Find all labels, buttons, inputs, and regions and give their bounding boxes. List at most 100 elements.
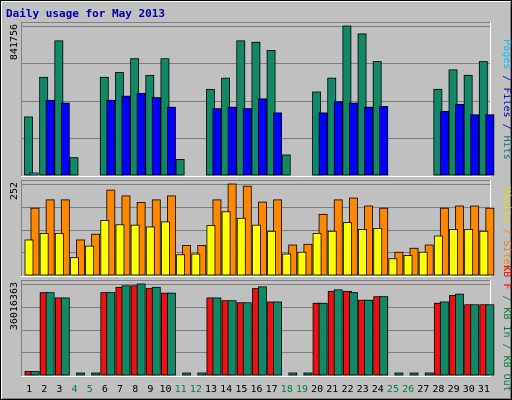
bar-mid-visits [70, 257, 79, 276]
bar-bot-kb-out [333, 289, 343, 376]
bar-bot-kb-out [60, 297, 70, 376]
bar-top-files [167, 106, 176, 176]
bar-mid-visits [403, 255, 413, 276]
x-tick-label: 1 [26, 384, 32, 395]
x-tick-label: 7 [117, 384, 123, 395]
bar-bot-kb-out [455, 293, 464, 376]
bar-bot-kb-out [409, 372, 419, 376]
panel-mid-series-label: Visits / Sites [501, 186, 512, 270]
bar-mid-visits [130, 224, 140, 276]
bar-mid-visits [418, 251, 428, 276]
bar-mid-visits [145, 226, 155, 276]
bar-mid-visits [161, 221, 170, 276]
x-tick-label: 27 [417, 384, 429, 395]
bar-top-files [136, 92, 146, 176]
bar-mid-visits [252, 224, 261, 276]
bar-mid-visits [358, 229, 367, 276]
bar-bot-kb-out [136, 283, 146, 376]
bar-bot-kb-out [439, 301, 449, 376]
series-label-part: KB Out [501, 356, 512, 392]
x-tick-label: 31 [478, 384, 490, 395]
x-tick-label: 30 [463, 384, 475, 395]
series-label-part: Pages [501, 39, 512, 69]
series-label-part: Hits [501, 136, 512, 160]
bar-bot-kb-out [182, 372, 192, 376]
x-tick-label: 20 [311, 384, 323, 395]
bar-top-hits [342, 25, 352, 176]
bar-mid-visits [236, 217, 246, 276]
bar-top-files [364, 106, 373, 176]
bar-mid-visits [100, 220, 110, 276]
panel-top-series-label: Pages / Files / Hits [501, 39, 512, 159]
bar-mid-visits [24, 239, 34, 276]
bar-top-files [258, 98, 267, 176]
x-tick-label: 16 [250, 384, 262, 395]
bar-bot-kb-out [348, 292, 358, 376]
bar-bot-kb-out [106, 292, 116, 376]
bar-bot-kb-out [197, 372, 207, 376]
bar-mid-visits [206, 225, 216, 276]
bar-mid-visits [342, 222, 352, 276]
bar-mid-visits [191, 253, 201, 276]
bar-mid-visits [85, 245, 95, 276]
x-tick-label: 28 [432, 384, 444, 395]
series-label-part: KB In [501, 307, 512, 337]
bar-top-files [333, 101, 343, 176]
bar-bot-kb-out [121, 285, 131, 376]
panel-mid-max-label: 252 [9, 182, 20, 200]
chart-title: Daily usage for May 2013 [6, 7, 165, 20]
x-tick-label: 15 [235, 384, 247, 395]
bar-mid-visits [312, 233, 322, 276]
bar-top-files [379, 106, 389, 176]
bar-bot-kb-out [258, 286, 267, 376]
panel-bot-series-label: KB F / KB In / KB Out [501, 265, 512, 391]
series-label-part: Visits [501, 186, 512, 222]
bar-mid-visits [388, 258, 398, 276]
bar-top-files [318, 112, 328, 176]
x-tick-label: 4 [72, 384, 78, 395]
series-label-part: / [501, 222, 512, 240]
bar-bot-kb-out [288, 372, 298, 376]
panel-bot-max-label: 36016363 [9, 282, 20, 330]
bar-top-files [439, 111, 449, 176]
bar-bot-kb-out [212, 297, 222, 376]
x-tick-label: 19 [296, 384, 308, 395]
bar-top-files [273, 112, 282, 176]
x-tick-label: 9 [147, 384, 153, 395]
x-tick-label: 3 [56, 384, 62, 395]
x-tick-label: 11 [175, 384, 187, 395]
bar-top-files [106, 99, 116, 176]
bar-mid-visits [449, 229, 458, 276]
series-label-part: / [501, 118, 512, 136]
bar-top-pages [29, 172, 39, 176]
bar-bot-kb-out [273, 301, 282, 376]
x-tick-label: 21 [326, 384, 338, 395]
bar-mid-visits [54, 233, 64, 276]
bar-bot-kb-out [30, 371, 40, 376]
bar-bot-kb-out [379, 296, 389, 376]
bar-top-files [151, 97, 161, 176]
series-label-part: / [501, 69, 512, 87]
bar-top-hits [281, 154, 291, 176]
bar-top-files [121, 95, 131, 176]
bar-bot-kb-out [167, 292, 176, 376]
x-tick-label: 14 [220, 384, 232, 395]
x-tick-label: 2 [41, 384, 47, 395]
bar-bot-kb-out [318, 302, 328, 376]
bar-bot-kb-out [151, 286, 161, 376]
x-tick-label: 18 [281, 384, 293, 395]
bar-top-files [212, 108, 222, 176]
series-label-part: / [501, 338, 512, 356]
x-tick-label: 8 [132, 384, 138, 395]
bar-top-files [242, 108, 252, 176]
bar-top-files [470, 114, 480, 176]
bar-bot-kb-out [470, 304, 480, 376]
x-tick-label: 12 [190, 384, 202, 395]
panel-top-max-label: 841756 [9, 24, 20, 60]
bar-mid-visits [373, 228, 383, 276]
x-tick-label: 10 [160, 384, 172, 395]
bar-mid-visits [479, 230, 489, 276]
x-tick-label: 13 [205, 384, 217, 395]
bar-top-files [60, 102, 70, 176]
